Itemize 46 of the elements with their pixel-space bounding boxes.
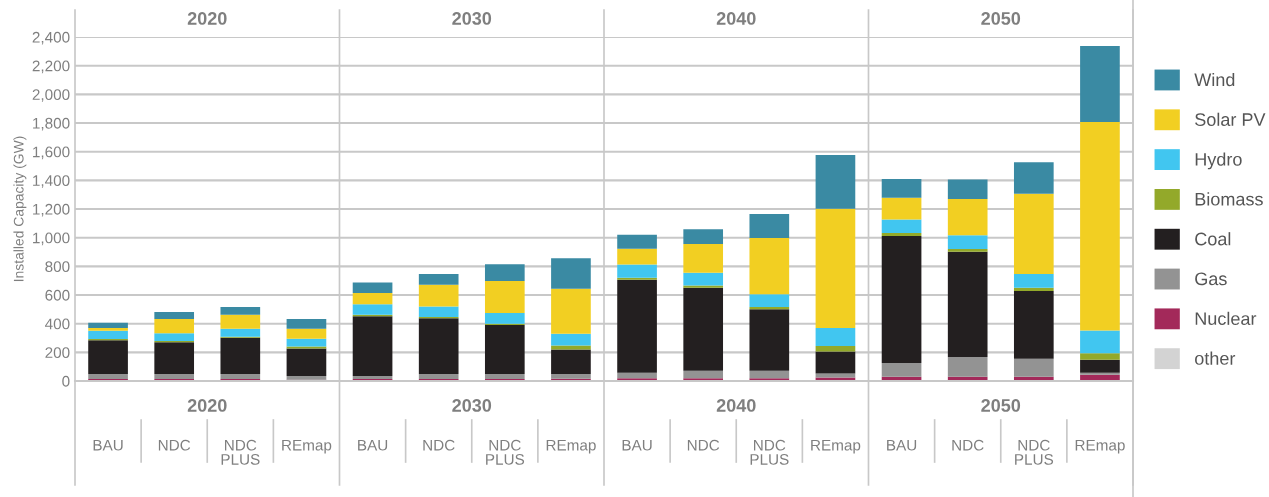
text: 2020 (187, 12, 227, 25)
y-tick-label: 800 (45, 261, 70, 273)
y-tick-label: 1,600 (33, 146, 70, 160)
x-tick-label: REmap (811, 439, 861, 454)
x-tick-label: REmap (282, 439, 332, 454)
x-tick-label: REmap (546, 439, 596, 454)
x-tick-label: BAU (93, 439, 123, 451)
legend-label: Solar PV (1195, 112, 1266, 126)
x-tick-label: REmap (1075, 439, 1125, 454)
legend-label: Biomass (1195, 192, 1263, 206)
text: 2030 (452, 12, 492, 25)
text: 2030 (452, 399, 492, 412)
legend-label: Coal (1195, 232, 1231, 246)
legend-label: other (1195, 351, 1236, 365)
y-tick-label: 2,400 (32, 31, 70, 45)
x-tick-label: NDC PLUS (486, 439, 525, 465)
text: 2020 (187, 399, 227, 412)
y-tick-label: 1,400 (33, 175, 70, 188)
x-tick-label: BAU (622, 439, 652, 451)
y-tick-label: 2,200 (32, 60, 70, 74)
x-tick-label: NDC PLUS (221, 439, 260, 465)
y-tick-label: 1,000 (33, 232, 70, 246)
text: 2040 (716, 12, 756, 25)
y-tick-label: 0 (62, 375, 70, 387)
x-tick-label: NDC PLUS (1015, 439, 1054, 465)
x-tick-label: BAU (358, 439, 388, 451)
x-tick-label: NDC (158, 439, 191, 451)
text: 2040 (716, 399, 756, 412)
y-tick-label: 2,000 (32, 89, 70, 102)
y-tick-label: 1,800 (33, 117, 70, 131)
y-tick-label: 600 (45, 289, 70, 301)
x-tick-label: NDC (423, 439, 455, 451)
y-axis-title: Installed Capacity (GW) (13, 136, 27, 282)
x-tick-label: NDC PLUS (750, 439, 789, 465)
x-tick-label: BAU (887, 439, 917, 451)
legend-label: Nuclear (1195, 311, 1257, 326)
text: 2050 (981, 399, 1021, 412)
legend-label: Wind (1194, 72, 1235, 87)
legend-label: Hydro (1195, 152, 1242, 170)
legend-label: Gas (1195, 272, 1227, 286)
y-tick-label: 400 (45, 318, 70, 330)
y-tick-label: 200 (45, 347, 70, 359)
x-tick-label: NDC (687, 439, 720, 451)
x-tick-label: NDC (952, 439, 984, 451)
text: 2050 (981, 12, 1021, 25)
y-tick-label: 1,200 (33, 203, 70, 217)
